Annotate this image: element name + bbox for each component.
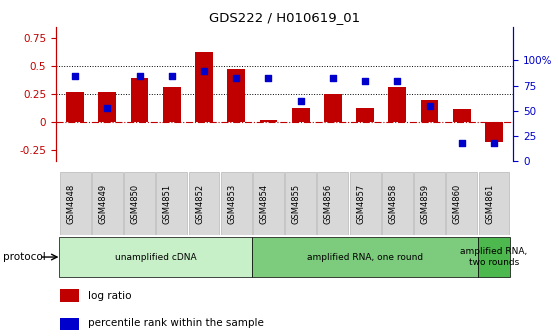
Bar xyxy=(414,172,445,235)
Text: GSM4852: GSM4852 xyxy=(195,184,204,224)
Text: log ratio: log ratio xyxy=(88,291,131,301)
Bar xyxy=(156,172,187,235)
Point xyxy=(71,73,80,78)
Text: amplified RNA, one round: amplified RNA, one round xyxy=(307,253,423,261)
Text: GSM4858: GSM4858 xyxy=(388,184,397,224)
Bar xyxy=(478,237,510,277)
Bar xyxy=(99,92,116,122)
Bar xyxy=(124,172,155,235)
Text: GSM4860: GSM4860 xyxy=(453,184,462,224)
Text: amplified RNA,
two rounds: amplified RNA, two rounds xyxy=(460,247,528,267)
Text: GSM4853: GSM4853 xyxy=(227,184,236,224)
Bar xyxy=(453,109,470,122)
Point xyxy=(360,78,369,83)
Bar xyxy=(356,108,374,122)
Text: GSM4856: GSM4856 xyxy=(324,184,333,224)
Bar xyxy=(292,108,310,122)
Bar xyxy=(324,94,341,122)
Text: GSM4861: GSM4861 xyxy=(485,184,494,224)
Point xyxy=(167,73,176,78)
Bar xyxy=(131,78,148,122)
Text: GSM4848: GSM4848 xyxy=(66,184,75,224)
Point xyxy=(232,75,240,80)
Bar xyxy=(221,172,252,235)
Point xyxy=(489,140,498,146)
Point xyxy=(458,140,466,146)
Title: GDS222 / H010619_01: GDS222 / H010619_01 xyxy=(209,11,360,24)
Bar xyxy=(259,120,277,122)
Point xyxy=(264,75,273,80)
Bar xyxy=(421,100,439,122)
Text: GSM4857: GSM4857 xyxy=(356,184,365,224)
Bar xyxy=(189,172,219,235)
Bar xyxy=(285,172,316,235)
Bar xyxy=(59,237,252,277)
Text: GSM4850: GSM4850 xyxy=(131,184,140,224)
Point xyxy=(329,75,338,80)
Bar xyxy=(60,289,79,302)
Bar xyxy=(228,70,245,122)
Bar xyxy=(252,237,478,277)
Bar xyxy=(479,172,509,235)
Bar xyxy=(485,122,503,142)
Text: percentile rank within the sample: percentile rank within the sample xyxy=(88,319,264,328)
Bar xyxy=(446,172,477,235)
Bar xyxy=(60,172,90,235)
Bar xyxy=(163,87,181,122)
Text: GSM4855: GSM4855 xyxy=(292,184,301,224)
Text: GSM4854: GSM4854 xyxy=(259,184,268,224)
Text: GSM4849: GSM4849 xyxy=(98,184,107,224)
Point xyxy=(200,68,209,73)
Text: GSM4859: GSM4859 xyxy=(421,184,430,224)
Bar xyxy=(253,172,284,235)
Bar xyxy=(66,92,84,122)
Bar xyxy=(388,87,406,122)
Text: unamplified cDNA: unamplified cDNA xyxy=(115,253,196,261)
Bar xyxy=(318,172,348,235)
Point xyxy=(393,78,402,83)
Bar xyxy=(195,51,213,122)
Text: GSM4851: GSM4851 xyxy=(163,184,172,224)
Bar xyxy=(350,172,381,235)
Bar xyxy=(382,172,413,235)
Point xyxy=(135,73,144,78)
Text: protocol: protocol xyxy=(3,252,46,262)
Bar xyxy=(92,172,123,235)
Point xyxy=(103,105,112,111)
Point xyxy=(296,98,305,103)
Bar xyxy=(60,318,79,330)
Point xyxy=(425,103,434,109)
